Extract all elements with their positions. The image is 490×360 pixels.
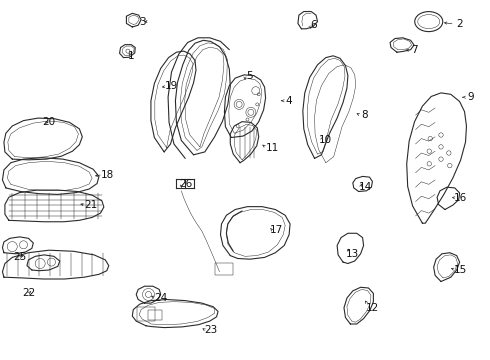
- Text: 2: 2: [456, 19, 463, 29]
- Text: 19: 19: [165, 81, 178, 91]
- Text: 12: 12: [366, 303, 379, 313]
- Text: 9: 9: [467, 92, 474, 102]
- Text: 25: 25: [13, 252, 26, 262]
- Text: 24: 24: [154, 293, 168, 303]
- Text: 17: 17: [270, 225, 284, 235]
- Bar: [148, 310, 162, 320]
- Text: 3: 3: [139, 17, 146, 27]
- Text: 18: 18: [101, 170, 115, 180]
- Text: 7: 7: [411, 45, 417, 55]
- Text: 13: 13: [346, 249, 360, 259]
- Text: 14: 14: [358, 182, 372, 192]
- Text: 1: 1: [128, 51, 135, 61]
- Text: 26: 26: [179, 179, 193, 189]
- Text: 23: 23: [204, 325, 218, 336]
- Text: 15: 15: [454, 265, 467, 275]
- Text: 20: 20: [43, 117, 55, 127]
- Bar: [215, 264, 233, 275]
- Bar: [137, 307, 155, 321]
- Text: 4: 4: [286, 96, 293, 106]
- Text: 21: 21: [84, 200, 98, 210]
- Text: 10: 10: [319, 135, 332, 145]
- Text: 6: 6: [310, 20, 317, 30]
- Text: 16: 16: [454, 193, 467, 203]
- Text: 22: 22: [22, 288, 35, 298]
- Text: 8: 8: [362, 110, 368, 120]
- Text: 5: 5: [246, 71, 253, 81]
- Text: 11: 11: [265, 143, 279, 153]
